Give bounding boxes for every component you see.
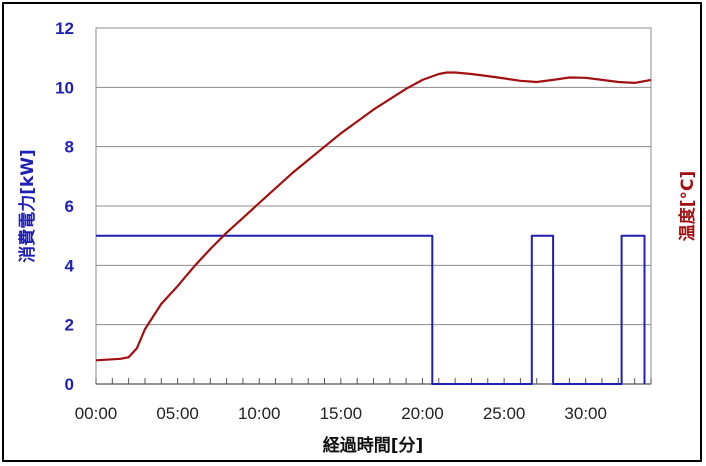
y-axis-title-right: 温度[°C] [677,171,698,242]
y-tick-label: 8 [65,138,74,157]
y-axis-title-left: 消費電力[kW] [17,149,38,263]
x-tick-label: 15:00 [320,404,363,423]
y-tick-label: 10 [55,78,74,97]
x-tick-label: 20:00 [401,404,444,423]
series-line-temperature [95,71,652,362]
x-tick-label: 00:00 [75,404,118,423]
y-tick-label: 6 [65,197,74,216]
series-line-power [96,234,646,385]
x-tick-label: 30:00 [564,404,607,423]
gridlines [96,86,651,326]
y-tick-label: 4 [65,256,75,275]
y-tick-labels: 0 2 4 6 8 10 12 [55,19,74,394]
x-tick-labels: 00:00 05:00 10:00 15:00 20:00 25:00 30:00 [75,404,607,423]
x-axis-title: 経過時間[分] [323,435,424,456]
y-tick-label: 12 [55,19,74,38]
series-lines [95,71,652,385]
y-tick-label: 2 [65,316,74,335]
x-tick-label: 25:00 [483,404,526,423]
y-tick-label: 0 [65,375,74,394]
x-tick-label: 10:00 [238,404,281,423]
x-tick-label: 05:00 [156,404,199,423]
